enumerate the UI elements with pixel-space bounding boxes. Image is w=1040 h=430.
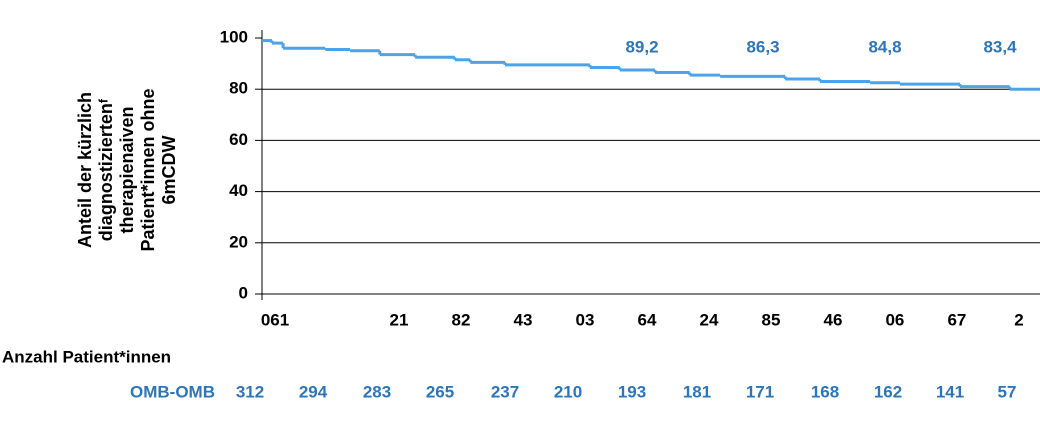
- risk-count: 283: [363, 382, 391, 401]
- risk-count: 162: [874, 382, 902, 401]
- risk-count: 193: [618, 382, 646, 401]
- x-tick-label: 82: [452, 310, 471, 329]
- x-tick-label: 2: [1014, 310, 1023, 329]
- risk-count: 312: [236, 382, 264, 401]
- risk-count: 168: [811, 382, 839, 401]
- y-tick-label: 60: [229, 130, 248, 149]
- risk-count: 265: [426, 382, 454, 401]
- x-tick-label: 85: [761, 310, 780, 329]
- y-axis-label-line: diagnostiziertenᶠ: [96, 98, 116, 241]
- x-tick-label: 06: [885, 310, 904, 329]
- y-tick-label: 20: [229, 232, 248, 251]
- x-tick-label: 64: [638, 310, 657, 329]
- risk-count: 181: [683, 382, 711, 401]
- risk-count: 237: [491, 382, 519, 401]
- y-axis-label-line: Anteil der kürzlich: [75, 92, 95, 248]
- risk-count: 294: [299, 382, 328, 401]
- risk-count: 57: [998, 382, 1017, 401]
- y-axis-label-line: 6mCDW: [159, 135, 179, 204]
- x-tick-label: 46: [823, 310, 842, 329]
- x-tick-label: 061: [261, 310, 289, 329]
- y-axis-label-line: Patient*innen ohne: [138, 88, 158, 251]
- annotation: 84,8: [868, 37, 901, 56]
- y-tick-label: 0: [239, 283, 248, 302]
- annotation: 89,2: [625, 37, 658, 56]
- x-tick-label: 03: [576, 310, 595, 329]
- risk-count: 210: [554, 382, 582, 401]
- x-tick-label: 21: [390, 310, 409, 329]
- annotation: 83,4: [983, 37, 1017, 56]
- y-tick-label: 40: [229, 181, 248, 200]
- risk-count: 141: [936, 382, 964, 401]
- y-tick-label: 80: [229, 79, 248, 98]
- y-axis-label: Anteil der kürzlich diagnostiziertenᶠ ther…: [75, 88, 179, 251]
- x-tick-label: 67: [947, 310, 966, 329]
- y-axis-label-line: therapienaiven: [117, 106, 137, 233]
- annotation: 86,3: [746, 37, 779, 56]
- x-tick-label: 24: [700, 310, 719, 329]
- risk-table-title: Anzahl Patient*innen: [2, 347, 171, 366]
- y-tick-label: 100: [220, 27, 248, 46]
- risk-count: 171: [746, 382, 774, 401]
- risk-row-name: OMB-OMB: [130, 382, 215, 401]
- x-tick-label: 43: [514, 310, 533, 329]
